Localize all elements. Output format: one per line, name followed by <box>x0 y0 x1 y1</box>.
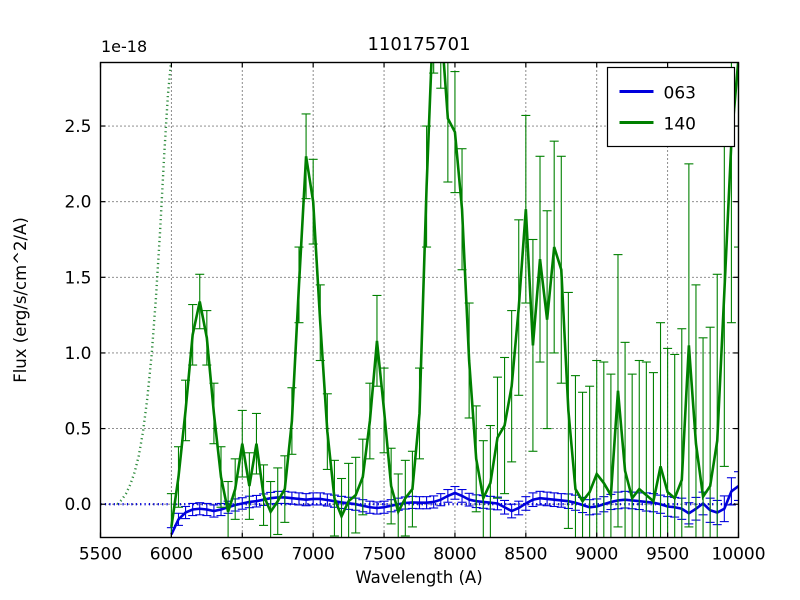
tick-layer: 5500 6000 6500 7000 7500 8000 8500 9000 9500 1000… <box>64 62 766 565</box>
y-tick-label: 0.5 <box>64 420 91 440</box>
x-tick-label: 6500 <box>221 545 264 565</box>
y-tick-label: 2.5 <box>64 117 91 137</box>
x-tick-label: 7500 <box>362 545 405 565</box>
legend-label-063: 063 <box>664 84 696 104</box>
x-tick-label: 10000 <box>711 545 765 565</box>
x-tick-label: 7000 <box>292 545 335 565</box>
series-140 <box>166 62 739 538</box>
y-axis-offset-label: 1e-18 <box>101 37 147 56</box>
page-title: 110175701 <box>367 34 470 55</box>
x-tick-label: 8000 <box>433 545 476 565</box>
errorbars-140 <box>166 62 739 538</box>
axes-frame-layer <box>99 61 740 539</box>
legend-label-140: 140 <box>664 115 696 135</box>
line-140 <box>170 62 739 528</box>
y-tick-label: 1.0 <box>64 344 91 364</box>
legend-box <box>606 66 736 148</box>
x-tick-label: 9000 <box>575 545 618 565</box>
x-tick-label: 6000 <box>150 545 193 565</box>
x-tick-label: 8500 <box>504 545 547 565</box>
y-tick-label: 0.0 <box>64 495 91 515</box>
x-tick-label: 9500 <box>646 545 689 565</box>
data-series-layer <box>166 62 739 538</box>
x-axis-title: Wavelength (A) <box>355 568 482 587</box>
y-axis-title: Flux (erg/s/cm^2/A) <box>11 217 30 383</box>
x-tick-label: 5500 <box>79 545 122 565</box>
axes-frame <box>99 61 740 539</box>
y-tick-label: 1.5 <box>64 268 91 288</box>
legend[interactable]: 063 140 <box>606 66 736 148</box>
y-tick-label: 2.0 <box>64 193 91 213</box>
dotted-curve-140-continuum-rise <box>116 62 173 506</box>
